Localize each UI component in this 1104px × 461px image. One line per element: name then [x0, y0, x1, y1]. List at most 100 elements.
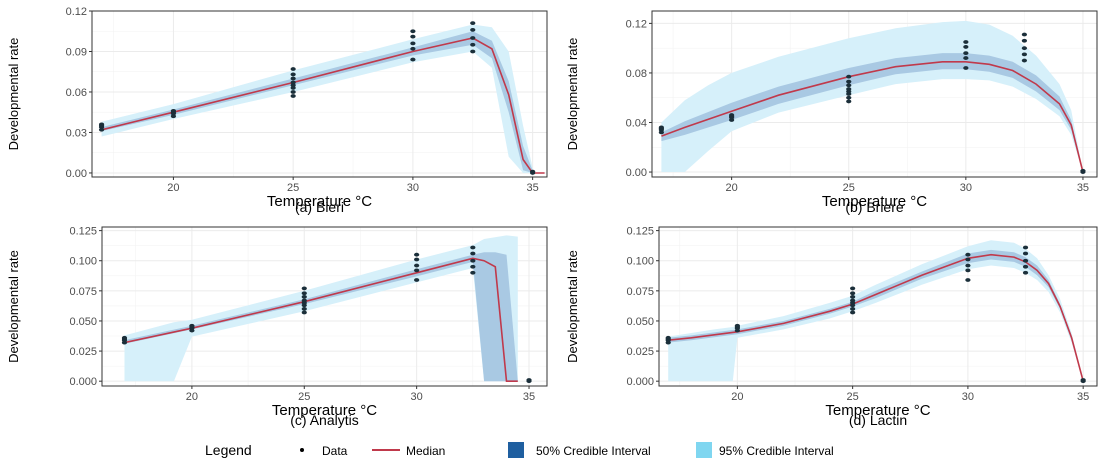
x-tick-label: 30: [962, 391, 974, 403]
data-point: [470, 251, 476, 256]
data-point: [301, 291, 307, 296]
data-point: [170, 108, 177, 113]
data-point: [414, 278, 420, 282]
panel-border: [101, 226, 548, 387]
x-tick-label: 25: [298, 391, 310, 403]
data-point: [410, 34, 416, 39]
data-point: [414, 252, 420, 257]
x-axis-title: Temperature °C: [825, 402, 930, 419]
data-point: [1022, 270, 1029, 275]
data-point: [850, 307, 856, 311]
panel-caption: (b) Briere: [845, 199, 904, 215]
y-tick-label: 0.12: [66, 6, 87, 18]
data-point: [846, 74, 852, 79]
y-tick-label: 0.00: [626, 167, 647, 179]
data-point: [414, 257, 420, 262]
x-tick-label: 20: [731, 391, 743, 403]
y-tick-label: 0.09: [66, 46, 87, 58]
data-point: [290, 86, 296, 90]
legend-label-ci95: 95% Credible Interval: [719, 444, 834, 458]
data-point: [470, 258, 476, 263]
y-tick-label: 0.04: [626, 117, 647, 129]
plot-area: [661, 20, 1084, 173]
data-point: [965, 263, 971, 268]
data-point: [1022, 264, 1029, 269]
y-tick-label: 0.025: [69, 346, 97, 358]
data-point: [290, 76, 296, 81]
x-tick-label: 20: [167, 182, 179, 194]
data-point: [189, 323, 195, 328]
x-tick-label: 25: [843, 182, 855, 194]
data-point: [470, 264, 476, 269]
data-point: [410, 29, 416, 34]
data-point: [965, 252, 971, 257]
y-axis-title: Developmental rate: [6, 38, 21, 151]
panel-analytis: 20 25 30 35 0.000 0.025 0.050 0.075 0.100 0.125 Te…: [6, 226, 548, 428]
data-point: [850, 294, 856, 299]
x-tick-label: 25: [287, 182, 299, 194]
data-point: [290, 90, 296, 94]
legend-title: Legend: [205, 442, 252, 458]
data-point: [1021, 32, 1027, 37]
panel-bieri: 20 25 30 35 0.00 0.03 0.06 0.09 0.12 Temperature …: [6, 6, 548, 215]
data-point: [301, 307, 307, 311]
data-point: [530, 169, 536, 174]
plot-area: [124, 235, 518, 382]
ci50-band: [124, 252, 518, 382]
data-point: [414, 263, 420, 268]
data-point: [846, 83, 852, 88]
data-point: [414, 268, 420, 273]
panel-border: [91, 10, 548, 178]
data-point: [846, 95, 852, 100]
panel-caption: (c) Analytis: [290, 412, 358, 428]
ci50-band: [101, 31, 533, 174]
data-point: [850, 286, 856, 291]
y-axis-title: Developmental rate: [565, 250, 580, 363]
data-point: [410, 46, 416, 51]
data-point: [301, 298, 307, 303]
data-point: [301, 286, 307, 291]
data-point: [850, 291, 856, 296]
y-tick-label: 0.125: [626, 226, 654, 238]
data-point: [410, 41, 416, 46]
data-point: [963, 51, 969, 56]
y-tick-label: 0.03: [66, 127, 87, 139]
x-axis-title: Temperature °C: [272, 402, 377, 419]
data-point: [470, 27, 476, 32]
legend-ci50-swatch: [508, 442, 524, 458]
panel-caption: (a) Bieri: [295, 199, 344, 215]
data-point: [850, 310, 856, 315]
median-line: [124, 257, 518, 382]
plot-area: [101, 24, 545, 174]
data-point: [290, 94, 296, 98]
data-point: [170, 114, 177, 119]
y-tick-label: 0.100: [69, 256, 97, 268]
x-tick-label: 30: [407, 182, 419, 194]
median-line: [101, 37, 545, 174]
data-point: [850, 298, 856, 303]
data-point: [1021, 38, 1027, 43]
y-tick-label: 0.050: [69, 316, 97, 328]
x-tick-label: 35: [1077, 391, 1089, 403]
data-point: [1080, 378, 1086, 382]
data-point: [301, 310, 307, 315]
data-point: [301, 294, 307, 299]
data-point: [1022, 245, 1029, 250]
data-point: [963, 66, 969, 70]
y-tick-label: 0.025: [626, 346, 654, 358]
data-point: [846, 79, 852, 84]
data-point: [290, 80, 296, 85]
data-point: [846, 87, 852, 91]
y-tick-label: 0.06: [66, 87, 87, 99]
data-point: [121, 335, 128, 340]
data-point: [734, 323, 740, 328]
data-point: [98, 122, 105, 127]
x-tick-label: 25: [847, 391, 859, 403]
data-point: [965, 257, 971, 262]
data-point: [963, 45, 969, 49]
data-point: [470, 21, 476, 26]
data-point: [1021, 52, 1027, 57]
ci95-band: [101, 24, 533, 173]
median-line: [661, 61, 1084, 173]
data-point: [665, 335, 671, 340]
